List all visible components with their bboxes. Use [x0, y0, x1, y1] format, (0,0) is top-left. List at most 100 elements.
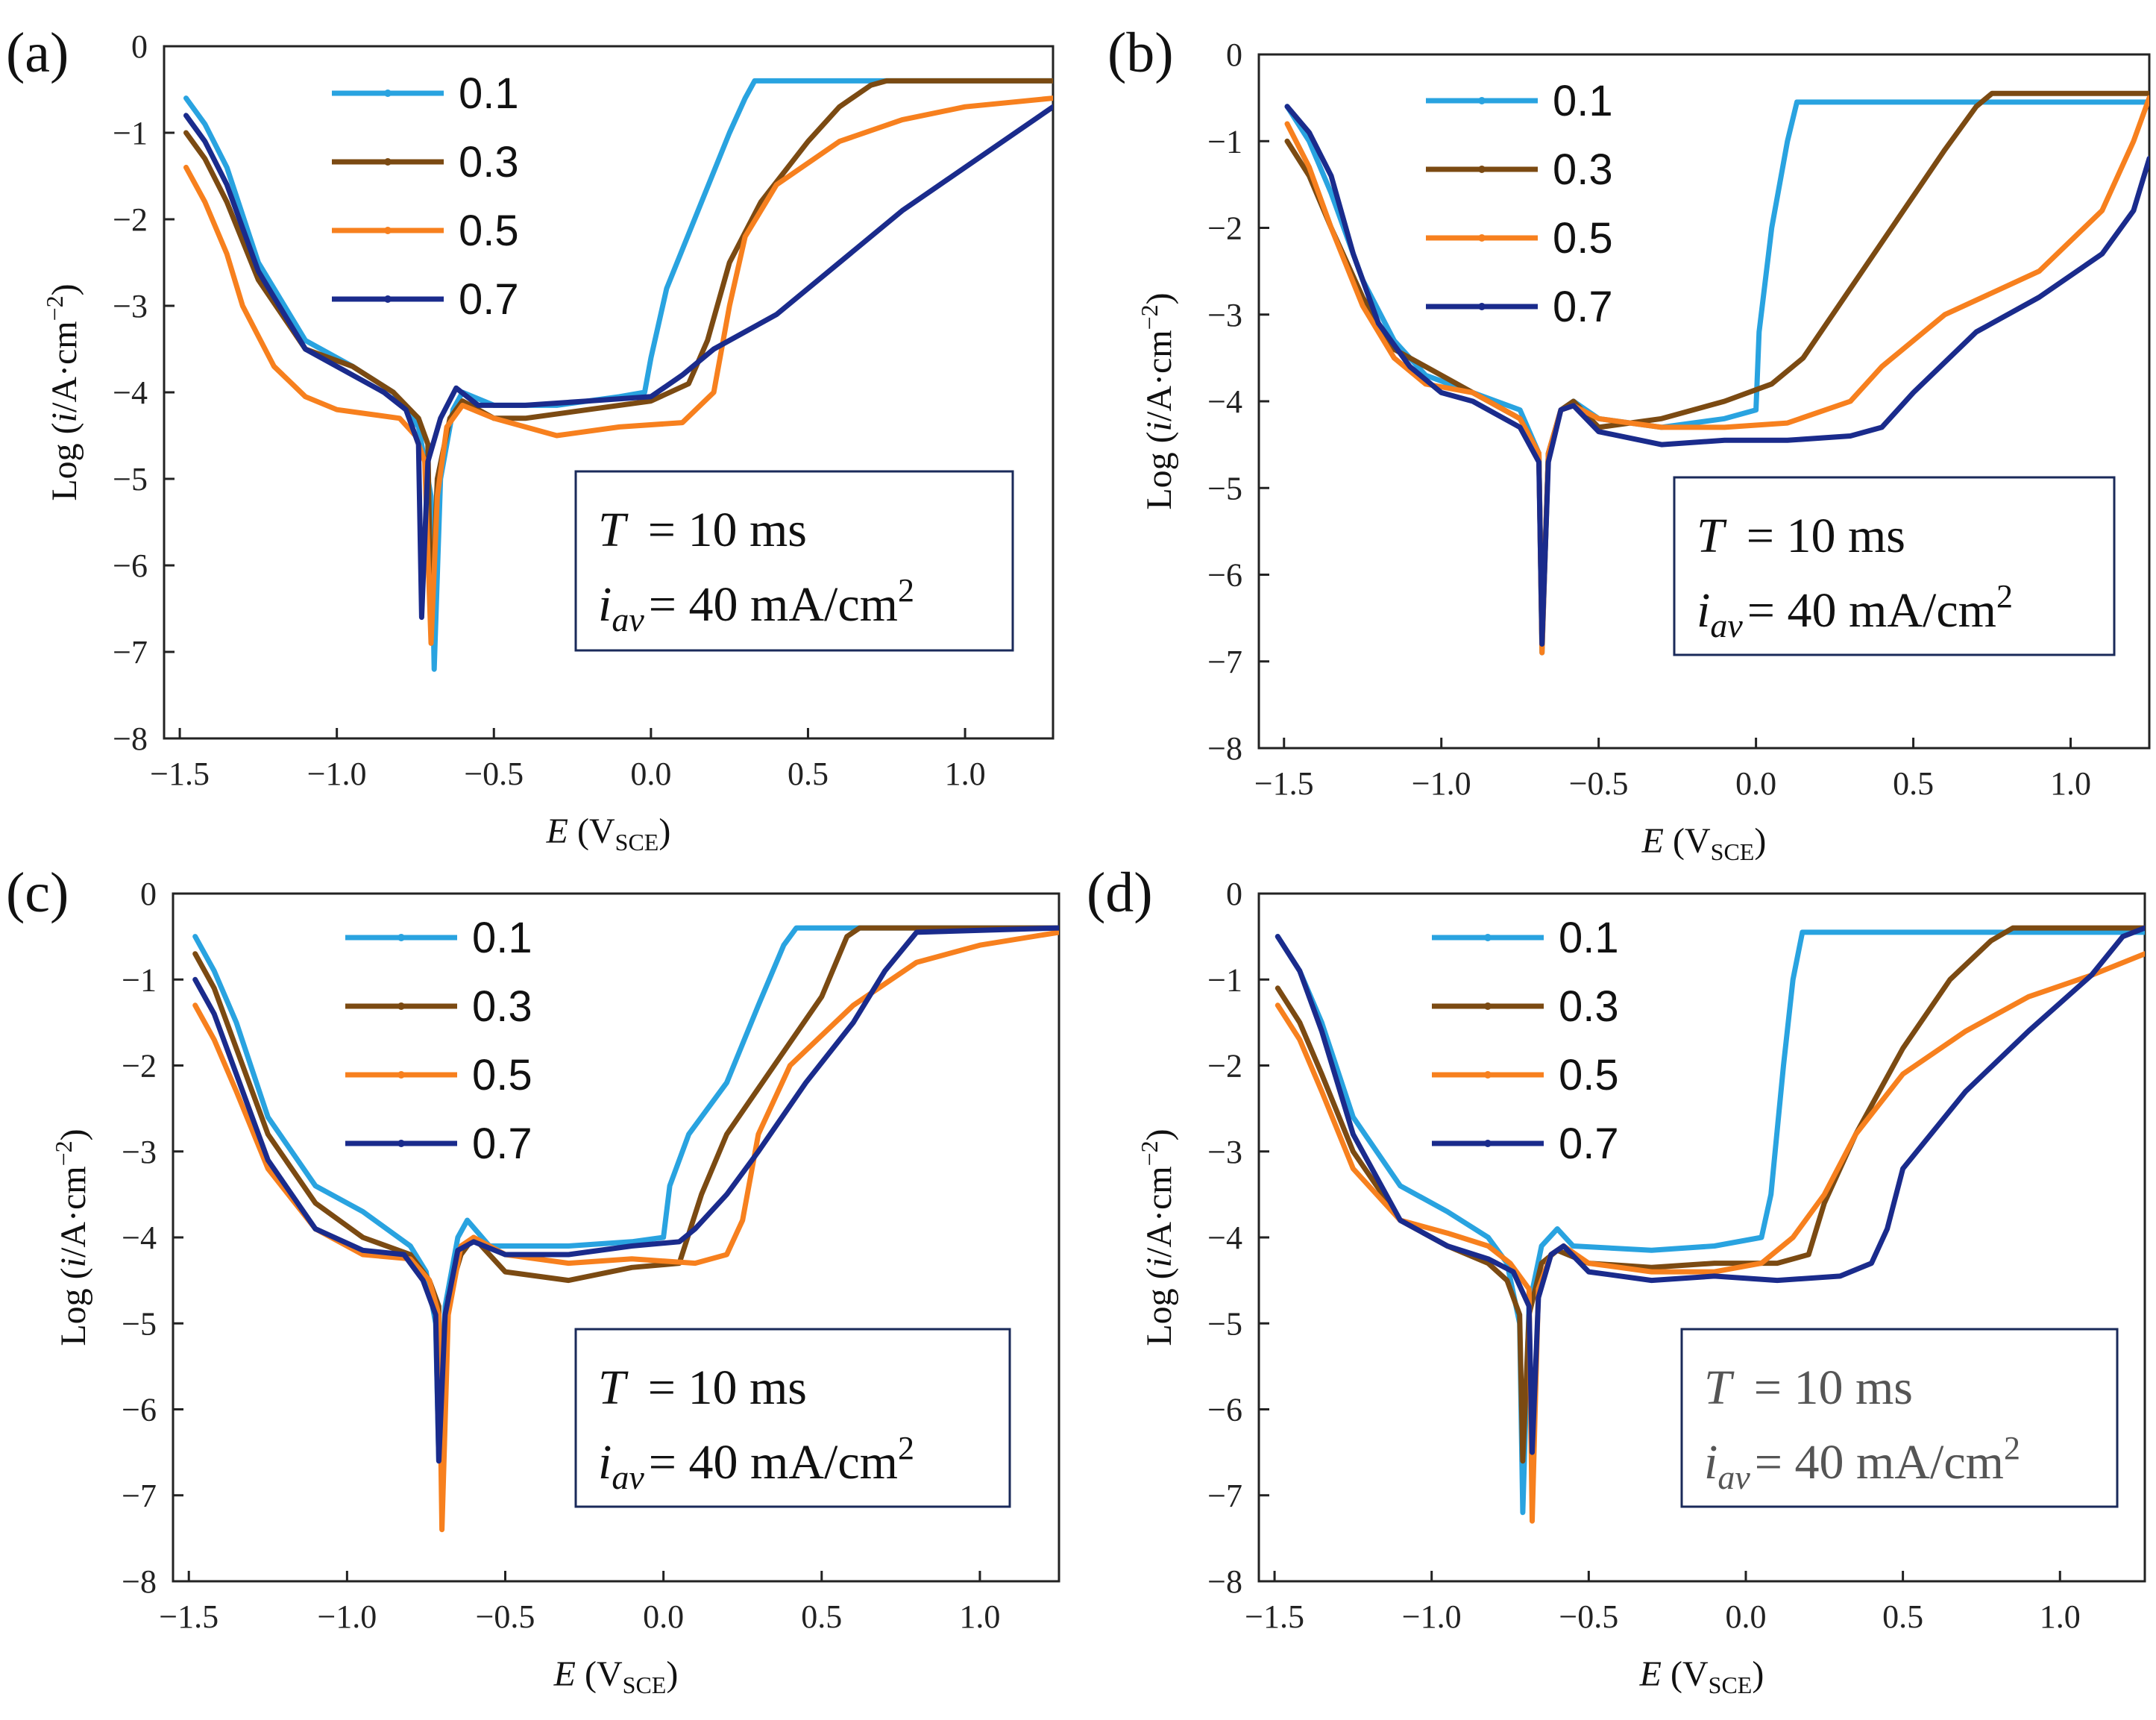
current-density-annotation: iav= 40 mA/cm2	[1704, 1430, 2020, 1496]
series-group	[1284, 90, 2149, 656]
y-tick-label: −6	[1207, 557, 1242, 594]
legend-marker	[1484, 1140, 1492, 1147]
legend-label: 0.3	[1559, 982, 1619, 1031]
y-tick-label: 0	[131, 28, 148, 65]
legend-marker	[1478, 234, 1486, 242]
series-line-0.7	[1275, 925, 2145, 1455]
y-tick-label: −6	[1207, 1392, 1242, 1428]
current-density-annotation: iav= 40 mA/cm2	[1697, 578, 2013, 644]
y-tick-label: −5	[122, 1305, 157, 1342]
x-axis-label: E (VSCE)	[553, 1654, 679, 1698]
y-tick-label: −5	[113, 461, 148, 498]
x-tick-label: −1.5	[159, 1598, 219, 1635]
y-tick-label: −5	[1207, 470, 1242, 506]
y-tick-label: −7	[1207, 1478, 1242, 1514]
legend-label: 0.1	[472, 914, 532, 962]
annotation-box	[1680, 1328, 2119, 1508]
series-group	[183, 78, 1053, 672]
series-line-0.1	[1275, 929, 2145, 1516]
x-tick-label: −0.5	[464, 756, 524, 792]
y-tick-label: −2	[1207, 210, 1242, 247]
x-tick-label: 0.5	[1882, 1598, 1923, 1635]
x-tick-label: 0.0	[643, 1598, 684, 1635]
series-line-0.7	[192, 925, 1059, 1464]
x-tick-label: −0.5	[476, 1598, 535, 1635]
y-tick-label: −1	[113, 115, 148, 151]
y-axis-label: Log (i/A·cm−2)	[1136, 292, 1179, 509]
legend-marker	[397, 1071, 405, 1079]
panel-letter: (b)	[1107, 22, 1174, 84]
period-annotation: T = 10 ms	[598, 1360, 807, 1415]
x-tick-label: −1.5	[150, 756, 210, 792]
y-tick-label: −2	[1207, 1048, 1242, 1085]
legend-label: 0.3	[1553, 145, 1613, 194]
plot-frame	[1257, 53, 2151, 750]
panel-letter: (d)	[1087, 861, 1153, 924]
y-tick-label: −3	[1207, 1134, 1242, 1170]
legend-label: 0.5	[1553, 214, 1613, 263]
x-tick-label: 0.5	[1893, 765, 1934, 802]
legend-label: 0.5	[1559, 1051, 1619, 1099]
x-tick-label: −1.0	[1402, 1598, 1462, 1635]
legend-label: 0.7	[1559, 1120, 1619, 1168]
y-tick-label: −6	[113, 547, 148, 584]
y-tick-label: −8	[1207, 730, 1242, 767]
legend-label: 0.7	[472, 1120, 532, 1168]
legend-marker	[384, 227, 392, 234]
panel-b: (b) 0 −1 −2 −3 −4 −5 −6 −7 −8 −1.5 −1.0 −0.5 0.0 0.5 1.…	[1107, 22, 2151, 865]
x-tick-label: −0.5	[1559, 1598, 1618, 1635]
series-line-0.1	[183, 78, 1053, 672]
y-tick-label: −4	[122, 1220, 157, 1256]
panel-letter: (c)	[6, 861, 69, 924]
x-tick-label: 0.0	[1725, 1598, 1766, 1635]
series-line-0.3	[192, 925, 1059, 1490]
legend-label: 0.7	[459, 275, 519, 324]
period-annotation: T = 10 ms	[1697, 509, 1905, 563]
x-tick-label: −1.0	[307, 756, 367, 792]
period-annotation: T = 10 ms	[1704, 1360, 1913, 1415]
legend-marker	[397, 1002, 405, 1010]
series-line-0.7	[183, 104, 1053, 621]
y-tick-label: −7	[113, 634, 148, 671]
x-axis-label: E (VSCE)	[1641, 821, 1767, 865]
panel-c: (c) 0 −1 −2 −3 −4 −5 −6 −7 −8−1.5 −1.0 −0.5 0.0 0.5 1.…	[6, 861, 1060, 1698]
y-tick-label: −1	[1207, 123, 1242, 160]
y-tick-label: −6	[122, 1392, 157, 1428]
x-tick-label: 0.5	[801, 1598, 842, 1635]
annotation-box	[1673, 476, 2116, 656]
legend-marker	[384, 158, 392, 166]
annotation-box	[574, 470, 1014, 652]
y-tick-label: −7	[122, 1478, 157, 1514]
legend-marker	[1484, 1071, 1492, 1079]
period-annotation: T = 10 ms	[598, 503, 807, 557]
x-tick-label: −1.5	[1245, 1598, 1304, 1635]
x-tick-label: 1.0	[2040, 1598, 2081, 1635]
y-tick-label: −1	[122, 961, 157, 998]
legend-label: 0.1	[459, 69, 519, 118]
y-tick-label: −5	[1207, 1305, 1242, 1342]
series-line-0.7	[1284, 104, 2149, 647]
current-density-annotation: iav= 40 mA/cm2	[598, 572, 914, 638]
legend-label: 0.1	[1553, 77, 1613, 125]
x-tick-label: 0.0	[630, 756, 671, 792]
annotation-box	[574, 1328, 1011, 1508]
legend-marker	[384, 295, 392, 303]
x-tick-label: 0.0	[1735, 765, 1776, 802]
x-axis-label: E (VSCE)	[546, 812, 671, 856]
y-tick-label: −4	[1207, 1220, 1242, 1256]
x-tick-label: 1.0	[945, 756, 986, 792]
y-tick-label: −3	[113, 288, 148, 324]
series-line-0.1	[192, 925, 1059, 1464]
y-tick-label: −4	[113, 374, 148, 411]
x-tick-label: 1.0	[959, 1598, 1000, 1635]
panel-a: (a) 0 −1 −2 −3 −4 −5 −6 −7 −8−1.5 −1.0 −0.5 0.0 0.5 1.…	[6, 22, 1055, 856]
legend-label: 0.3	[459, 138, 519, 186]
y-tick-label: 0	[140, 876, 157, 912]
series-line-0.5	[183, 95, 1053, 646]
y-tick-label: −7	[1207, 644, 1242, 680]
y-tick-label: −2	[122, 1048, 157, 1085]
current-density-annotation: iav= 40 mA/cm2	[598, 1430, 914, 1496]
y-tick-label: 0	[1226, 37, 1242, 73]
legend-marker	[1478, 166, 1486, 173]
